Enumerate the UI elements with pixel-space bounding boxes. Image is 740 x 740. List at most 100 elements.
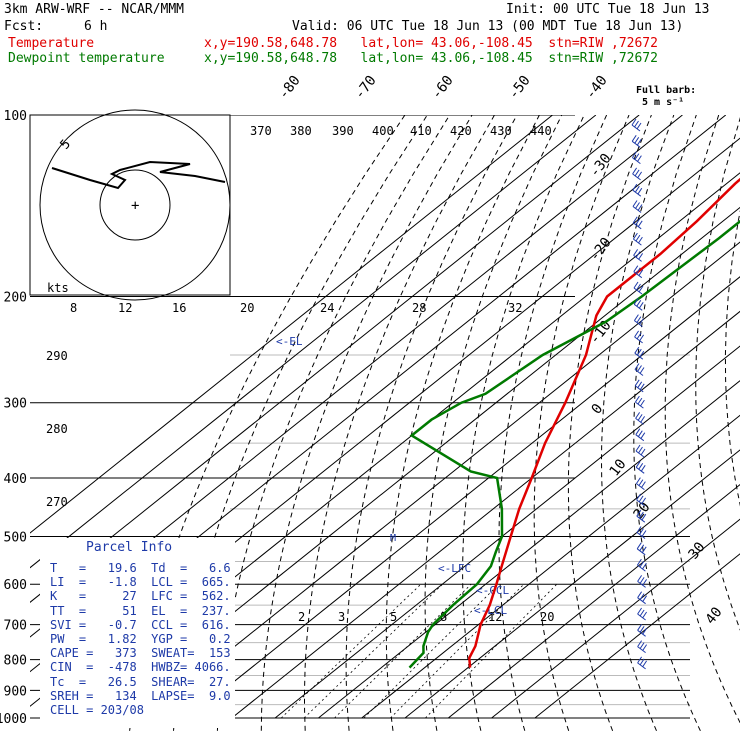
mixing-ratio-label: 12: [488, 610, 502, 624]
isotherm: [231, 115, 740, 719]
speed-tick: 16: [172, 301, 186, 315]
level-marker: <-EL: [276, 335, 303, 348]
mixing-ratio-line: [390, 583, 525, 719]
speed-tick: 12: [118, 301, 132, 315]
wind-barb: [634, 379, 645, 393]
temperature-tick: -40: [583, 73, 611, 103]
speed-tick: 24: [320, 301, 334, 315]
theta-label: 420: [450, 124, 472, 138]
pressure-tick-900: 900: [4, 684, 27, 699]
wind-barb: [636, 558, 647, 572]
wind-barb: [633, 281, 644, 295]
wind-barb: [635, 477, 646, 491]
theta-label: 290: [46, 349, 68, 363]
hodograph-ring: [99, 169, 171, 241]
dry-adiabat: [216, 115, 451, 731]
mixing-ratio-line: [280, 583, 422, 719]
wind-barb: [633, 265, 644, 279]
wind-barb: [632, 167, 643, 181]
isotherm: [274, 115, 740, 719]
wind-barb: [632, 216, 643, 230]
temperature-tick: 10: [607, 456, 630, 479]
dry-adiabat: [345, 115, 518, 731]
pressure-tick-800: 800: [4, 654, 27, 669]
hodograph-trace: [51, 160, 226, 190]
theta-label: 410: [410, 124, 432, 138]
fcst-label: Fcst:: [4, 19, 44, 34]
wind-barb: [637, 656, 648, 670]
isotherm: [144, 115, 740, 719]
dry-adiabat: [695, 115, 740, 732]
pressure-tick-200: 200: [4, 291, 27, 306]
temperature-profile: [468, 115, 740, 668]
pressure-tick-100: 100: [4, 109, 27, 124]
wind-barb: [637, 591, 648, 605]
dry-adiabat: [533, 115, 630, 731]
wind-barb: [634, 363, 645, 376]
isotherm: [30, 115, 553, 719]
speed-tick: 28: [412, 301, 426, 315]
init-time: Init: 00 UTC Tue 18 Jun 13: [506, 2, 710, 17]
theta-label: 380: [290, 124, 312, 138]
dry-adiabat: [633, 115, 701, 732]
hodograph-box: [29, 114, 231, 296]
theta-label: 390: [332, 124, 354, 138]
wind-barb: [633, 314, 644, 328]
temperature-tick: 40: [703, 604, 726, 627]
wind-barb: [637, 575, 648, 588]
parcel-row: LI = -1.8 LCL = 665.: [50, 575, 231, 590]
wind-barb: [635, 428, 646, 442]
temperature-legend: Temperature: [8, 36, 95, 51]
wind-barb: [636, 526, 647, 539]
isotherm: [318, 115, 740, 719]
dry-adiabat: [385, 115, 540, 731]
valid-time: Valid: 06 UTC Tue 18 Jun 13 (00 MDT Tue …: [292, 19, 684, 34]
pressure-tick-1000: 1000: [0, 712, 27, 727]
parcel-row: PW = 1.82 YGP = 0.2: [50, 632, 231, 646]
temperature-tick: -60: [429, 73, 457, 103]
wind-barb: [636, 493, 647, 507]
dry-adiabat: [462, 115, 585, 731]
isotherm: [447, 115, 740, 719]
theta-label: 440: [530, 124, 552, 138]
parcel-row: T = 19.6 Td = 6.6: [50, 561, 231, 575]
dry-adiabat: [498, 115, 608, 731]
dry-adiabat: [724, 115, 740, 732]
full-barb-note: Full barb:: [636, 85, 697, 96]
mixing-ratio-label: 8: [440, 610, 447, 624]
parcel-row: K = 27 LFC = 562.: [50, 589, 231, 604]
parcel-row: Tc = 26.5 SHEAR= 27.: [50, 674, 231, 689]
temperature-tick: -30: [587, 151, 615, 181]
isotherm: [491, 115, 740, 719]
wind-barb: [631, 151, 642, 165]
temperature-station-info: x,y=190.58,648.78 lat,lon= 43.06,-108.45…: [204, 36, 658, 51]
dewpoint-profile: [408, 115, 740, 669]
isotherm: [30, 115, 640, 719]
wind-barb: [631, 118, 642, 132]
mixing-ratio-label: 3: [338, 610, 345, 624]
theta-label: 430: [490, 124, 512, 138]
parcel-info-title: Parcel Info: [86, 540, 173, 555]
dewpoint-legend: Dewpoint temperature: [8, 51, 165, 66]
mixing-ratio-label: 2: [298, 610, 305, 624]
wind-barb: [635, 461, 646, 474]
level-marker: <-CCL: [476, 584, 509, 597]
pressure-tick-700: 700: [4, 619, 27, 634]
isotherm: [404, 115, 740, 719]
temperature-tick: -20: [587, 235, 615, 265]
wind-barb: [632, 200, 643, 213]
wind-barb: [636, 509, 647, 523]
parcel-row: TT = 51 EL = 237.: [50, 603, 231, 618]
wind-barb: [632, 183, 643, 197]
theta-label: 400: [372, 124, 394, 138]
speed-tick: 32: [508, 301, 522, 315]
wind-barb: [634, 330, 645, 344]
wind-barb: [637, 607, 648, 621]
wind-barb: [634, 395, 645, 409]
parcel-row: CELL = 203/08: [50, 703, 144, 717]
temperature-tick: -50: [506, 73, 534, 103]
mixing-ratio-label: 20: [540, 610, 554, 624]
wind-barb: [636, 542, 647, 556]
isotherm: [30, 115, 597, 719]
mixing-ratio-label: 5: [390, 610, 397, 624]
